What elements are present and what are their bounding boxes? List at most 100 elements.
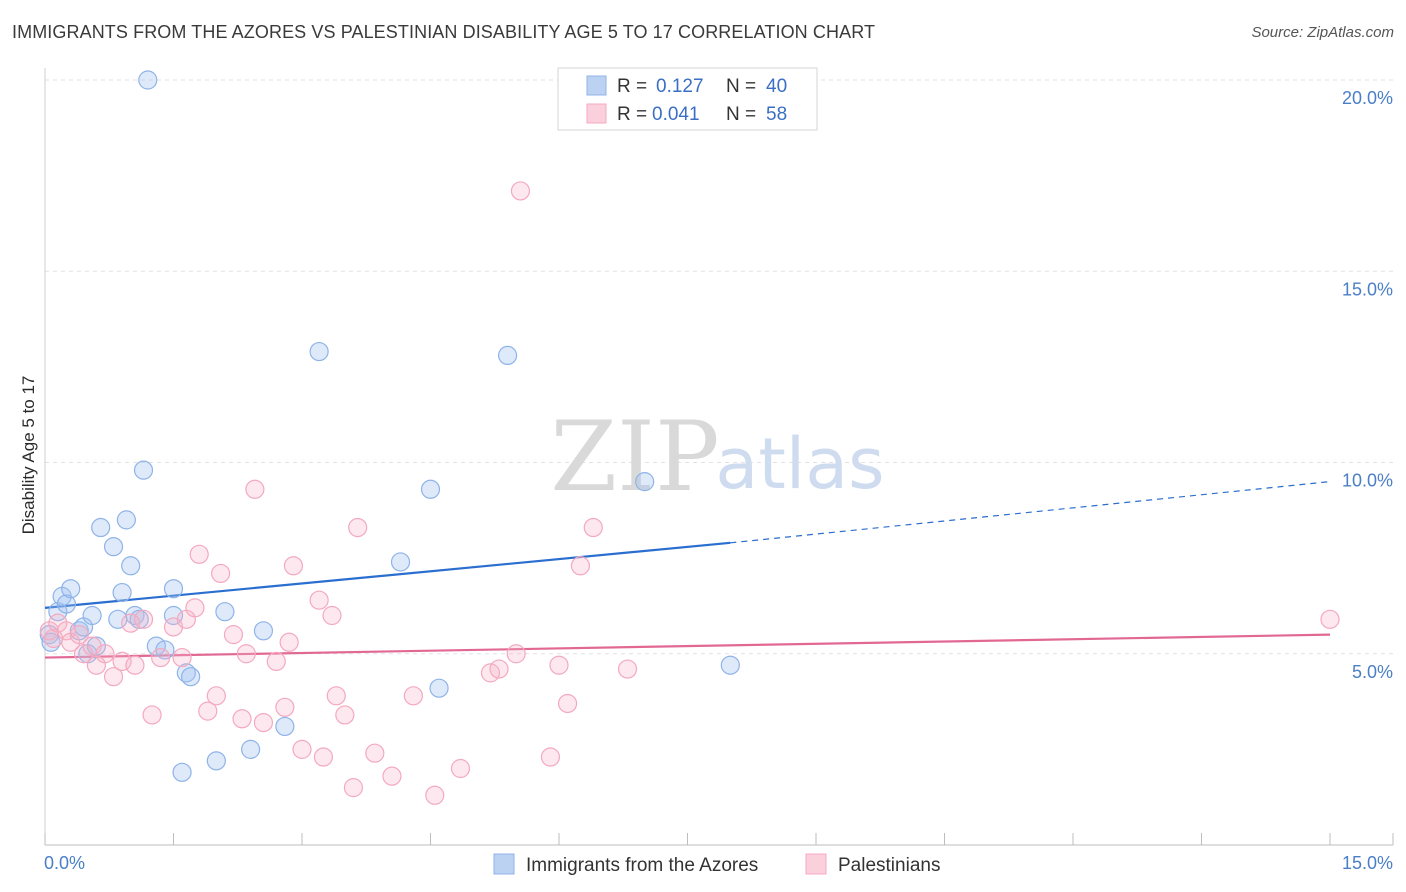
legend-r-value-2: 0.041: [652, 104, 700, 125]
legend-swatch-pink: [586, 103, 607, 124]
legend-r-value-1: 0.127: [656, 76, 704, 97]
data-points: [39, 70, 1340, 805]
azores-point-16: [121, 556, 141, 576]
palestinians-point-33: [283, 556, 304, 576]
chart-title: IMMIGRANTS FROM THE AZORES VS PALESTINIA…: [12, 22, 876, 42]
gridlines: [45, 79, 1395, 655]
azores-point-30: [241, 739, 261, 759]
palestinians-point-57: [1320, 609, 1340, 629]
palestinians-point-21: [189, 544, 209, 564]
palestinians-point-48: [489, 659, 509, 679]
azores-point-20: [138, 70, 158, 90]
palestinians-point-34: [292, 739, 312, 759]
palestinians-point-38: [326, 686, 346, 706]
palestinians-point-29: [253, 712, 274, 733]
palestinians-point-53: [557, 693, 578, 714]
palestinians-point-30: [266, 651, 286, 672]
x-tick-labels: 0.0% 15.0%: [44, 853, 1393, 873]
trend-lines: [44, 481, 1331, 659]
azores-point-23: [163, 579, 184, 599]
series-legend-label-blue: Immigrants from the Azores: [526, 855, 758, 876]
palestinians-point-31: [275, 697, 295, 717]
palestinians-point-11: [112, 651, 132, 672]
palestinians-point-36: [313, 747, 334, 767]
palestinians-point-26: [232, 709, 252, 729]
azores-point-27: [181, 667, 201, 687]
palestinians-point-44: [403, 686, 423, 706]
correlation-legend: R = 0.127 N = 40 R = 0.041 N = 58: [557, 67, 818, 131]
series-legend-swatch-pink: [805, 853, 827, 875]
palestinians-point-55: [583, 517, 603, 538]
palestinians-trend-line: [44, 633, 1331, 659]
legend-n-value-1: 40: [766, 76, 787, 97]
palestinians-point-56: [617, 659, 638, 679]
azores-point-14: [112, 582, 132, 603]
x-tick-label-1: 15.0%: [1342, 853, 1393, 873]
palestinians-point-10: [103, 667, 124, 687]
palestinians-point-40: [343, 778, 363, 798]
azores-point-31: [253, 621, 274, 641]
palestinians-point-22: [198, 701, 218, 721]
palestinians-point-32: [279, 632, 299, 652]
palestinians-point-27: [236, 644, 256, 664]
legend-r-label-2: R =: [617, 104, 647, 125]
azores-point-28: [206, 751, 226, 771]
series-legend-swatch-blue: [493, 853, 515, 875]
y-axis-label: Disability Age 5 to 17: [19, 376, 38, 535]
legend-n-label-1: N =: [726, 76, 756, 97]
y-tick-label-1: 10.0%: [1342, 471, 1393, 491]
palestinians-point-24: [211, 563, 231, 584]
palestinians-point-16: [151, 647, 171, 668]
azores-point-15: [116, 510, 136, 530]
y-tick-label-0: 5.0%: [1352, 662, 1393, 682]
x-tick-label-0: 0.0%: [44, 853, 85, 873]
palestinians-point-51: [540, 747, 561, 767]
palestinians-point-50: [510, 181, 531, 201]
axes: [44, 68, 1394, 846]
legend-swatch-blue: [586, 75, 607, 96]
azores-point-12: [103, 537, 124, 557]
palestinians-point-37: [322, 605, 342, 626]
azores-point-33: [309, 341, 329, 362]
azores-point-39: [720, 655, 740, 675]
series-legend-label-pink: Palestinians: [838, 855, 940, 876]
azores-point-36: [429, 678, 449, 698]
palestinians-point-43: [382, 766, 402, 786]
watermark-zip: ZIP: [550, 401, 719, 513]
legend-n-label-2: N =: [726, 104, 756, 125]
palestinians-point-54: [570, 556, 591, 576]
palestinians-point-20: [185, 598, 205, 618]
azores-trend-extension: [730, 481, 1331, 544]
y-tick-label-3: 20.0%: [1342, 88, 1393, 108]
y-tick-labels: 5.0% 10.0% 15.0% 20.0%: [1342, 88, 1393, 682]
palestinians-point-49: [506, 644, 526, 664]
palestinians-point-46: [450, 758, 471, 779]
azores-point-11: [91, 517, 111, 538]
watermark-atlas: atlas: [715, 423, 884, 505]
palestinians-point-12: [121, 613, 141, 633]
azores-point-19: [133, 460, 154, 480]
palestinians-point-13: [125, 655, 145, 675]
legend-r-label-1: R =: [617, 76, 647, 97]
azores-point-25: [172, 762, 192, 782]
palestinians-point-25: [223, 625, 244, 645]
palestinians-point-23: [206, 686, 226, 706]
palestinians-point-52: [549, 655, 569, 675]
azores-point-5: [61, 579, 81, 599]
palestinians-point-18: [172, 647, 192, 668]
azores-point-4: [56, 594, 77, 614]
azores-point-9: [82, 605, 102, 626]
palestinians-point-41: [348, 517, 368, 538]
series-legend: Immigrants from the Azores Palestinians: [493, 853, 940, 876]
azores-point-29: [215, 602, 235, 622]
azores-trend-line: [44, 541, 731, 609]
palestinians-point-9: [95, 644, 115, 664]
palestinians-point-28: [245, 479, 265, 499]
azores-point-32: [275, 716, 295, 737]
palestinians-point-15: [142, 705, 162, 725]
palestinians-point-14: [133, 609, 154, 629]
y-tick-label-2: 15.0%: [1342, 279, 1393, 299]
azores-point-24: [163, 605, 184, 626]
azores-point-35: [420, 479, 441, 499]
